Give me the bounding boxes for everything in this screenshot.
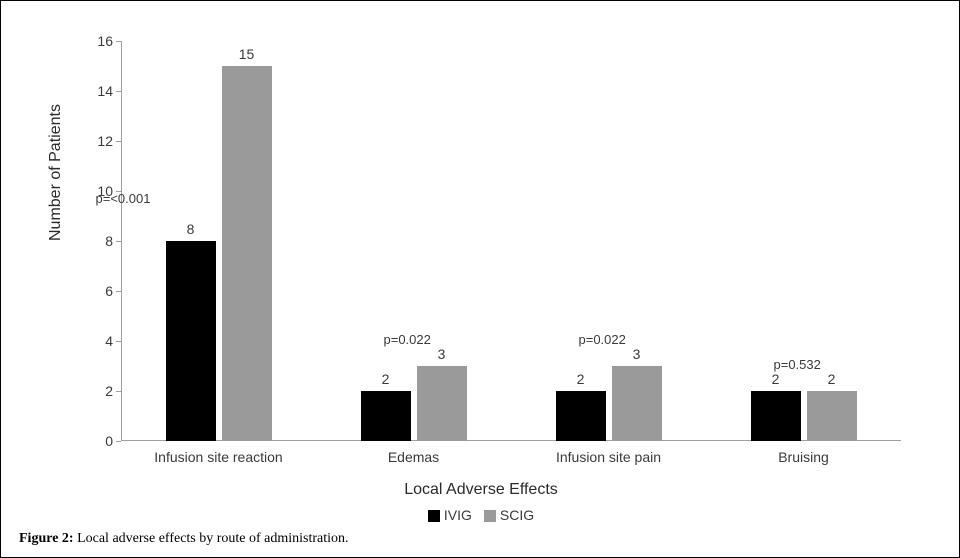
bar-scig xyxy=(807,391,857,441)
ytick-mark xyxy=(116,91,121,92)
bar-scig xyxy=(417,366,467,441)
bar-scig xyxy=(612,366,662,441)
caption-text: Local adverse effects by route of admini… xyxy=(74,531,349,546)
bar-ivig xyxy=(361,391,411,441)
bar-scig xyxy=(222,66,272,441)
ytick-mark xyxy=(116,241,121,242)
legend-item-scig: SCIG xyxy=(484,507,534,523)
legend-item-ivig: IVIG xyxy=(428,507,472,523)
category-label: Infusion site pain xyxy=(556,449,661,465)
figure-number: Figure 2: xyxy=(19,531,74,546)
ytick-label: 12 xyxy=(63,133,113,149)
bar-value-label: 2 xyxy=(828,371,836,387)
plot-area: 815Infusion site reactionp=<0.00123Edema… xyxy=(121,41,901,441)
category-label: Bruising xyxy=(778,449,829,465)
legend-label: IVIG xyxy=(444,507,472,523)
bar-ivig xyxy=(556,391,606,441)
legend-swatch xyxy=(484,510,496,522)
ytick-label: 8 xyxy=(63,233,113,249)
p-value-label: p=0.532 xyxy=(774,357,821,372)
ytick-mark xyxy=(116,291,121,292)
figure-frame: Number of Patients 8 15 Infusion site reac… xyxy=(0,0,960,558)
figure-caption: Figure 2: Local adverse effects by route… xyxy=(19,531,349,547)
ytick-label: 4 xyxy=(63,333,113,349)
ytick-mark xyxy=(116,41,121,42)
ytick-mark xyxy=(116,441,121,442)
bar-ivig xyxy=(751,391,801,441)
ytick-label: 6 xyxy=(63,283,113,299)
legend: IVIG SCIG xyxy=(1,507,960,523)
y-axis-line xyxy=(121,41,122,441)
legend-swatch xyxy=(428,510,440,522)
p-value-label: p=0.022 xyxy=(579,332,626,347)
bar-value-label: 2 xyxy=(382,371,390,387)
ytick-label: 0 xyxy=(63,433,113,449)
bar-ivig xyxy=(166,241,216,441)
ytick-mark xyxy=(116,341,121,342)
category-label: Edemas xyxy=(388,449,439,465)
bar-value-label: 2 xyxy=(577,371,585,387)
bar-value-label: 15 xyxy=(239,46,255,62)
ytick-label: 10 xyxy=(63,183,113,199)
bar-value-label: 3 xyxy=(633,346,641,362)
ytick-label: 14 xyxy=(63,83,113,99)
category-label: Infusion site reaction xyxy=(154,449,282,465)
ytick-label: 16 xyxy=(63,33,113,49)
ytick-label: 2 xyxy=(63,383,113,399)
bar-value-label: 2 xyxy=(772,371,780,387)
p-value-label: p=0.022 xyxy=(384,332,431,347)
bar-value-label: 3 xyxy=(438,346,446,362)
legend-label: SCIG xyxy=(500,507,534,523)
ytick-mark xyxy=(116,141,121,142)
bar-value-label: 8 xyxy=(187,221,195,237)
y-axis-label: Number of Patients xyxy=(47,104,65,241)
x-axis-label: Local Adverse Effects xyxy=(1,481,960,499)
ytick-mark xyxy=(116,391,121,392)
